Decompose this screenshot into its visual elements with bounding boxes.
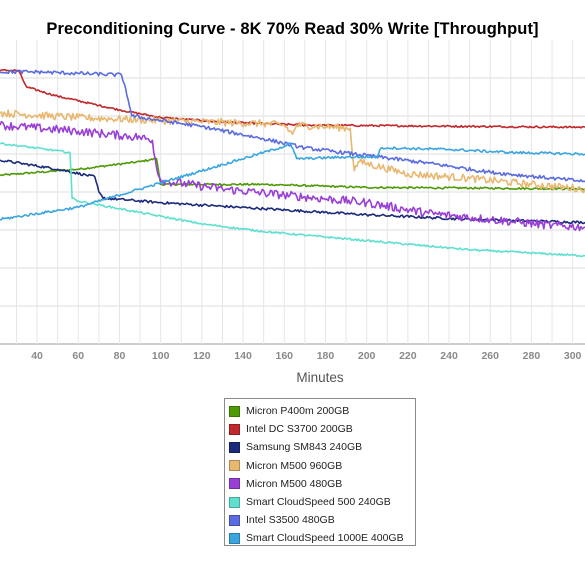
legend-item: Smart CloudSpeed 500 240GB bbox=[229, 493, 415, 511]
x-tick-label: 40 bbox=[31, 350, 43, 362]
x-tick-label: 80 bbox=[114, 350, 126, 362]
legend-item: Intel DC S3700 200GB bbox=[229, 420, 415, 438]
legend-label: Smart CloudSpeed 500 240GB bbox=[246, 496, 391, 509]
legend-label: Micron M500 480GB bbox=[246, 477, 343, 490]
legend-item: Intel S3500 480GB bbox=[229, 511, 415, 529]
legend-item: Smart CloudSpeed 1000E 400GB bbox=[229, 529, 415, 547]
series-line-3 bbox=[0, 109, 585, 194]
series-line-7 bbox=[0, 142, 585, 221]
series-line-5 bbox=[0, 142, 585, 258]
legend-swatch bbox=[229, 496, 240, 508]
legend-label: Micron M500 960GB bbox=[246, 459, 343, 472]
x-tick-label: 180 bbox=[317, 350, 335, 362]
series-line-4 bbox=[0, 120, 585, 232]
x-tick-label: 220 bbox=[399, 350, 417, 362]
tick-layer: 40 60 80 100 120 140 160 180 200 220 240 260 280 300 bbox=[31, 350, 581, 362]
legend: Micron P400m 200GB Intel DC S3700 200GB Sa… bbox=[224, 398, 416, 546]
x-tick-label: 100 bbox=[152, 350, 170, 362]
legend-swatch bbox=[229, 423, 240, 435]
legend-swatch bbox=[229, 532, 240, 544]
x-tick-label: 140 bbox=[234, 350, 252, 362]
x-tick-label: 120 bbox=[193, 350, 211, 362]
chart-title: Preconditioning Curve - 8K 70% Read 30% … bbox=[46, 20, 539, 38]
x-tick-label: 60 bbox=[72, 350, 84, 362]
series-line-0 bbox=[0, 157, 585, 191]
series-line-1 bbox=[0, 68, 585, 129]
series-line-6 bbox=[0, 69, 585, 183]
x-tick-label: 260 bbox=[481, 350, 499, 362]
x-tick-label: 160 bbox=[275, 350, 293, 362]
legend-label: Intel S3500 480GB bbox=[246, 514, 335, 527]
plot-area: 40 60 80 100 120 140 160 180 200 220 240 260 280 300 bbox=[0, 40, 585, 362]
x-tick-label: 240 bbox=[440, 350, 458, 362]
legend-item: Micron M500 960GB bbox=[229, 457, 415, 475]
legend-item: Micron M500 480GB bbox=[229, 475, 415, 493]
x-axis-label: Minutes bbox=[296, 370, 344, 385]
legend-label: Smart CloudSpeed 1000E 400GB bbox=[246, 532, 404, 545]
legend-swatch bbox=[229, 514, 240, 526]
legend-item: Samsung SM843 240GB bbox=[229, 438, 415, 456]
legend-swatch bbox=[229, 405, 240, 417]
legend-swatch bbox=[229, 478, 240, 490]
legend-label: Micron P400m 200GB bbox=[246, 405, 350, 418]
legend-swatch bbox=[229, 460, 240, 472]
x-tick-label: 280 bbox=[523, 350, 541, 362]
legend-item: Micron P400m 200GB bbox=[229, 402, 415, 420]
legend-swatch bbox=[229, 441, 240, 453]
series-layer bbox=[0, 68, 585, 258]
legend-label: Samsung SM843 240GB bbox=[246, 441, 363, 454]
legend-label: Intel DC S3700 200GB bbox=[246, 423, 353, 436]
x-tick-label: 200 bbox=[358, 350, 376, 362]
x-tick-label: 300 bbox=[564, 350, 582, 362]
